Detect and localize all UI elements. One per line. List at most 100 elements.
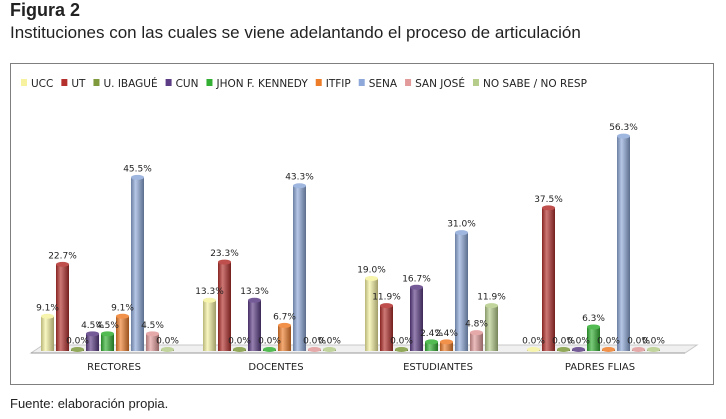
legend-label: JHON F. KENNEDY: [215, 78, 308, 90]
legend-item-cun: CUN: [165, 78, 198, 90]
value-label-u-ibague-rectores: 0.0%: [66, 337, 89, 347]
bar-top: [308, 347, 321, 352]
legend-item-no-sabe-no-resp: NO SABE / NO RESP: [472, 78, 587, 90]
bar-cun-rectores: [86, 331, 99, 351]
value-label-cun-rectores: 4.5%: [81, 321, 104, 331]
bar-no-sabe-no-resp-padres-flias: [647, 347, 660, 352]
legend-label: SENA: [369, 78, 398, 90]
bar-group-estudiantes: [365, 230, 498, 352]
legend-swatch: [358, 79, 365, 86]
bar-group-padres-flias: [527, 133, 660, 352]
bar-body: [410, 287, 423, 351]
value-label-sena-padres-flias: 56.3%: [609, 123, 638, 133]
bar-body: [425, 341, 438, 351]
bar-top: [602, 347, 615, 352]
value-label-cun-padres-flias: 0.0%: [567, 337, 590, 347]
value-label-no-sabe-no-resp-docentes: 0.0%: [318, 337, 341, 347]
legend-swatch: [206, 79, 213, 86]
bar-group-docentes: [203, 183, 336, 352]
bar-top: [395, 347, 408, 352]
bar-ut-estudiantes: [380, 303, 393, 351]
bar-top: [293, 183, 306, 189]
bar-san-jose-rectores: [146, 331, 159, 351]
bar-body: [365, 278, 378, 351]
bar-jhon-f-kennedy-estudiantes: [425, 339, 438, 351]
legend-swatch: [405, 79, 412, 86]
bar-top: [146, 331, 159, 337]
bar-top: [263, 347, 276, 352]
bar-body: [203, 300, 216, 351]
value-label-sena-estudiantes: 31.0%: [447, 220, 476, 230]
value-label-ucc-docentes: 13.3%: [195, 287, 224, 297]
bar-top: [380, 303, 393, 309]
value-label-san-jose-docentes: 0.0%: [303, 337, 326, 347]
bars-group: [41, 133, 660, 352]
bar-body: [56, 264, 69, 351]
bar-u-ibague-padres-flias: [557, 347, 570, 352]
bar-top: [470, 330, 483, 336]
legend-item-jhon-f-kennedy: JHON F. KENNEDY: [206, 78, 308, 90]
bar-jhon-f-kennedy-docentes: [263, 347, 276, 352]
value-labels-group: 9.1%22.7%0.0%4.5%4.5%9.1%45.5%4.5%0.0%13…: [36, 123, 665, 346]
bar-jhon-f-kennedy-rectores: [101, 331, 114, 351]
bar-top: [572, 347, 585, 352]
bar-body: [617, 136, 630, 351]
bar-body: [470, 332, 483, 351]
legend: UCC UT U. IBAGUÉ CUN JHON F. KENNEDY ITFIP SEN…: [21, 77, 587, 90]
bar-sena-docentes: [293, 183, 306, 351]
bar-top: [203, 297, 216, 303]
bar-top: [218, 259, 231, 265]
bar-body: [101, 333, 114, 351]
value-label-jhon-f-kennedy-estudiantes: 2.4%: [420, 329, 443, 339]
bar-top: [587, 324, 600, 330]
bar-body: [278, 325, 291, 351]
value-label-itfip-estudiantes: 2.4%: [435, 329, 458, 339]
figure-label: Figura 2: [10, 0, 81, 20]
value-label-ut-rectores: 22.7%: [48, 251, 77, 261]
bar-top: [557, 347, 570, 352]
bar-top: [542, 205, 555, 211]
legend-item-san-jose: SAN JOSÉ: [405, 77, 465, 90]
bar-jhon-f-kennedy-padres-flias: [587, 324, 600, 351]
bar-ucc-padres-flias: [527, 347, 540, 352]
bar-body: [587, 326, 600, 351]
bar-body: [86, 333, 99, 351]
bar-top: [86, 331, 99, 337]
bar-u-ibague-rectores: [71, 347, 84, 352]
value-label-itfip-padres-flias: 0.0%: [597, 337, 620, 347]
value-label-itfip-rectores: 9.1%: [111, 303, 134, 313]
legend-swatch: [61, 79, 68, 86]
bar-body: [218, 262, 231, 351]
bar-ucc-estudiantes: [365, 275, 378, 351]
bar-ut-rectores: [56, 261, 69, 351]
bar-san-jose-docentes: [308, 347, 321, 352]
legend-label: SAN JOSÉ: [415, 77, 465, 90]
value-label-itfip-docentes: 6.7%: [273, 312, 296, 322]
bar-no-sabe-no-resp-estudiantes: [485, 303, 498, 351]
value-label-no-sabe-no-resp-padres-flias: 0.0%: [642, 337, 665, 347]
value-label-ucc-padres-flias: 0.0%: [522, 337, 545, 347]
bar-chart: UCC UT U. IBAGUÉ CUN JHON F. KENNEDY ITFIP SEN…: [21, 77, 699, 373]
bar-cun-docentes: [248, 297, 261, 351]
bar-ut-docentes: [218, 259, 231, 351]
bar-body: [146, 333, 159, 351]
bar-top: [527, 347, 540, 352]
legend-item-sena: SENA: [358, 78, 398, 90]
bar-top: [455, 230, 468, 236]
value-label-cun-estudiantes: 16.7%: [402, 274, 431, 284]
category-label-docentes: DOCENTES: [248, 362, 303, 373]
value-label-san-jose-estudiantes: 4.8%: [465, 320, 488, 330]
bar-top: [323, 347, 336, 352]
legend-label: NO SABE / NO RESP: [483, 78, 587, 90]
bar-top: [116, 313, 129, 319]
value-label-ucc-estudiantes: 19.0%: [357, 265, 386, 275]
legend-swatch: [165, 79, 172, 86]
bar-body: [293, 185, 306, 351]
bar-top: [41, 313, 54, 319]
bar-body: [455, 232, 468, 351]
bar-top: [71, 347, 84, 352]
legend-swatch: [472, 79, 479, 86]
bar-top: [425, 339, 438, 345]
bar-itfip-estudiantes: [440, 339, 453, 351]
bar-sena-estudiantes: [455, 230, 468, 351]
